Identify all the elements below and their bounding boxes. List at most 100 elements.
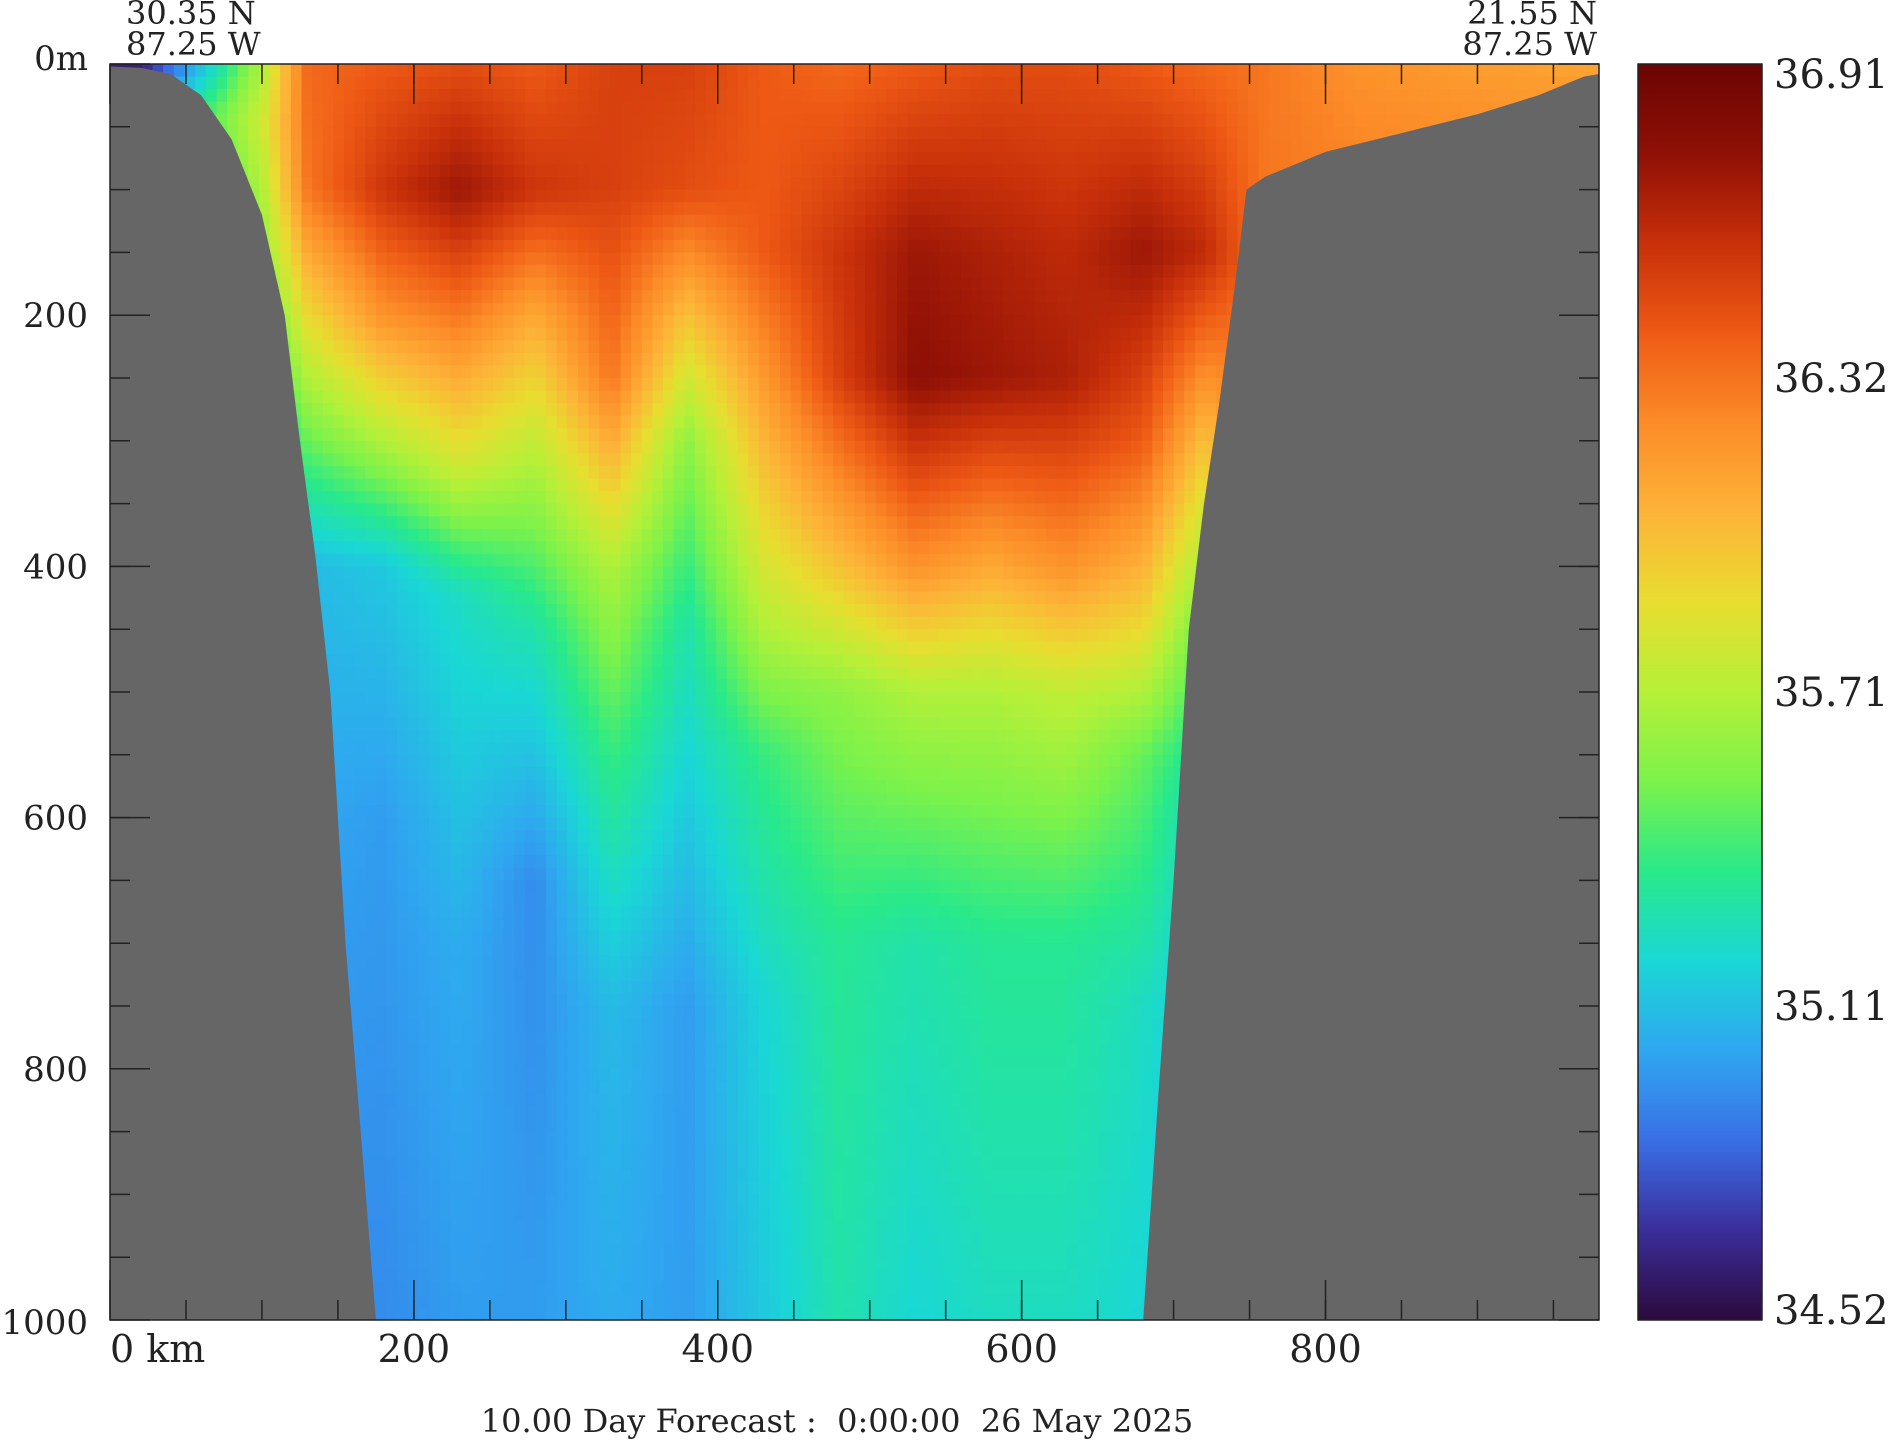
heat-cell [397, 465, 409, 480]
heat-cell [365, 1006, 377, 1020]
heat-cell [365, 679, 377, 693]
heat-cell [577, 415, 590, 429]
heat-cell [333, 352, 345, 367]
heat-cell [375, 352, 388, 367]
heat-cell [556, 817, 568, 831]
heat-cell [354, 855, 366, 869]
heat-cell [567, 591, 579, 605]
heat-cell [620, 415, 632, 429]
heat-cell [567, 830, 579, 844]
heat-cell [524, 591, 537, 605]
heat-cell [514, 880, 526, 894]
heat-cell [322, 252, 334, 266]
heat-cell [524, 968, 537, 982]
heat-cell [301, 327, 313, 341]
heat-cell [631, 302, 643, 316]
heat-cell [450, 327, 462, 341]
heat-cell [343, 277, 356, 291]
heat-cell [269, 151, 281, 166]
heat-cell [471, 1206, 483, 1221]
heat-cell [482, 340, 494, 354]
heat-cell [482, 905, 494, 919]
heat-cell [577, 692, 590, 706]
heat-cell [599, 855, 611, 869]
heat-cell [492, 239, 505, 253]
heat-cell [354, 541, 366, 555]
heat-cell [503, 1056, 515, 1070]
heat-cell [514, 76, 526, 90]
heat-cell [514, 89, 526, 103]
heat-cell [258, 76, 271, 90]
heat-cell [397, 779, 409, 794]
heat-cell [450, 164, 462, 178]
heat-cell [343, 403, 356, 417]
heat-cell [556, 340, 568, 354]
heat-cell [439, 930, 451, 944]
heat-cell [503, 867, 515, 881]
heat-cell [226, 76, 239, 90]
heat-cell [343, 968, 356, 982]
heat-cell [322, 227, 334, 241]
heat-cell [450, 302, 462, 316]
heat-cell [333, 704, 345, 718]
heat-cell [546, 478, 558, 492]
heat-cell [577, 867, 590, 881]
heat-cell [503, 1232, 515, 1246]
heat-cell [524, 478, 537, 492]
heat-cell [492, 290, 505, 304]
heat-cell [343, 139, 356, 153]
heat-cell [577, 767, 590, 781]
heat-cell [514, 830, 526, 844]
heat-cell [620, 503, 632, 517]
heat-cell [482, 792, 494, 806]
heat-cell [514, 302, 526, 316]
heat-cell [439, 1257, 451, 1271]
heat-cell [482, 1307, 494, 1320]
heat-cell [312, 239, 324, 253]
heat-cell [609, 892, 622, 907]
heat-cell [343, 880, 356, 894]
heat-cell [439, 629, 451, 643]
heat-cell [524, 365, 537, 379]
heat-cell [631, 742, 643, 756]
heat-cell [599, 717, 611, 731]
heat-cell [482, 553, 494, 567]
heat-cell [375, 528, 388, 542]
heat-cell [312, 252, 324, 266]
heat-cell [450, 1093, 462, 1108]
heat-cell [397, 1232, 409, 1246]
heat-cell [492, 692, 505, 706]
heat-cell [631, 717, 643, 731]
heat-cell [439, 692, 451, 706]
heat-cell [375, 679, 388, 693]
heat-cell [599, 1068, 611, 1082]
heat-cell [365, 76, 377, 90]
heat-cell [546, 352, 558, 367]
heat-cell [567, 867, 579, 881]
heat-cell [482, 842, 494, 856]
heat-cell [418, 1006, 430, 1020]
heat-cell [492, 742, 505, 756]
heat-cell [492, 704, 505, 718]
heat-cell [577, 754, 590, 768]
heat-cell [577, 905, 590, 919]
heat-cell [397, 89, 409, 103]
heat-cell [343, 541, 356, 555]
heat-cell [343, 239, 356, 253]
heat-cell [556, 1244, 568, 1258]
heat-cell [354, 679, 366, 693]
heat-cell [599, 805, 611, 819]
heat-cell [492, 126, 505, 140]
heat-cell [577, 1232, 590, 1246]
heat-cell [450, 1056, 462, 1070]
heat-cell [333, 729, 345, 743]
heat-cell [333, 654, 345, 668]
heat-cell [577, 566, 590, 580]
heat-cell [556, 214, 568, 228]
heat-cell [524, 742, 537, 756]
heat-cell [556, 767, 568, 781]
heat-cell [290, 101, 303, 115]
heat-cell [631, 227, 643, 241]
heat-cell [386, 1181, 398, 1195]
